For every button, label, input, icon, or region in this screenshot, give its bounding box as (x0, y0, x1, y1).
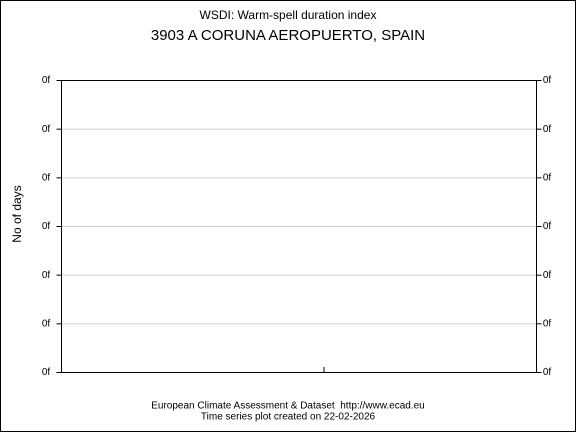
y2-tick-label: 0f (543, 270, 552, 281)
y-axis-label: No of days (10, 185, 24, 242)
y-tick-label: 0f (42, 124, 51, 135)
footer: Time series plot created on 22-02-2026 (201, 412, 376, 423)
y2-tick-label: 0f (543, 75, 552, 86)
chart-title: WSDI: Warm-spell duration index (200, 8, 377, 22)
footer: European Climate Assessment & Dataset ht… (151, 401, 424, 412)
y2-tick-label: 0f (543, 221, 552, 232)
y2-tick-label: 0f (543, 124, 552, 135)
chart-subtitle: 3903 A CORUNA AEROPUERTO, SPAIN (151, 27, 425, 44)
y2-tick-label: 0f (543, 367, 552, 378)
y-tick-label: 0f (42, 172, 51, 183)
y2-tick-label: 0f (543, 318, 552, 329)
y2-tick-label: 0f (543, 172, 552, 183)
y-tick-label: 0f (42, 367, 51, 378)
y-tick-label: 0f (42, 318, 51, 329)
y-tick-label: 0f (42, 270, 51, 281)
y-tick-label: 0f (42, 221, 51, 232)
y-tick-label: 0f (42, 75, 51, 86)
